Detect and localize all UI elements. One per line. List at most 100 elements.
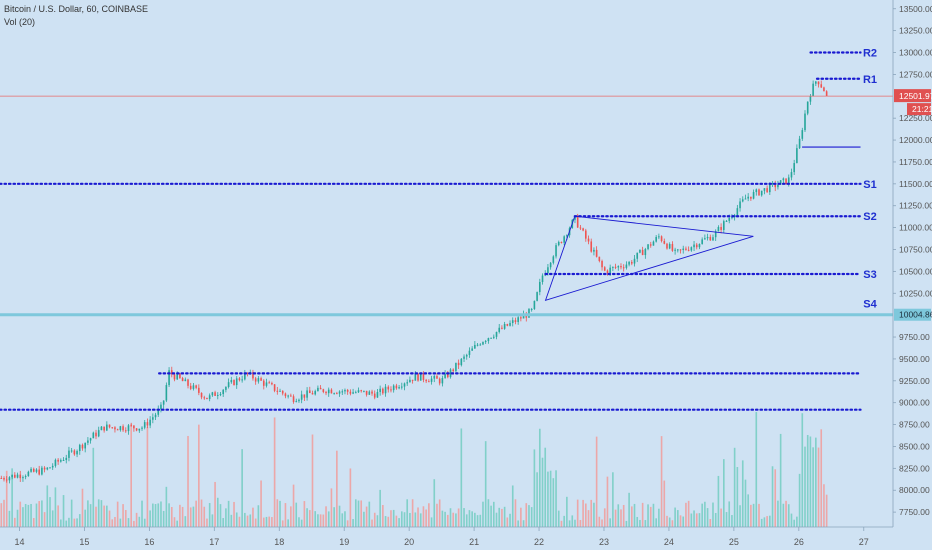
volume-bar bbox=[68, 517, 70, 527]
volume-bar bbox=[149, 510, 151, 527]
volume-bar bbox=[189, 507, 192, 527]
candle-body bbox=[298, 399, 300, 402]
volume-bar bbox=[176, 520, 179, 527]
volume-bar bbox=[249, 514, 252, 527]
candle-body bbox=[170, 370, 173, 375]
volume-bar bbox=[582, 499, 584, 527]
volume-bar bbox=[679, 515, 682, 527]
volume-bar bbox=[501, 508, 503, 527]
volume-bar bbox=[506, 517, 509, 527]
price-tick-label: 13500.00 bbox=[899, 4, 932, 14]
time-tick-label: 17 bbox=[209, 537, 219, 547]
volume-bar bbox=[200, 499, 203, 527]
time-tick-label: 27 bbox=[859, 537, 869, 547]
volume-bar bbox=[141, 500, 143, 527]
volume-bar bbox=[284, 503, 287, 527]
volume-bar bbox=[804, 446, 806, 527]
volume-bar bbox=[693, 510, 695, 527]
volume-bar bbox=[603, 508, 606, 527]
candle-body bbox=[214, 392, 216, 396]
candle-body bbox=[143, 422, 146, 428]
candle-body bbox=[252, 372, 254, 379]
volume-bar bbox=[208, 503, 211, 527]
candle-body bbox=[671, 244, 674, 251]
volume-bar bbox=[433, 479, 436, 527]
volume-bar bbox=[108, 510, 111, 527]
volume-bar bbox=[522, 520, 525, 527]
candle-body bbox=[165, 385, 168, 401]
candle-body bbox=[541, 275, 544, 282]
candle-body bbox=[530, 309, 533, 311]
candle-body bbox=[685, 248, 687, 250]
volume-bar bbox=[287, 519, 289, 527]
volume-bar bbox=[165, 486, 168, 527]
volume-bar bbox=[338, 505, 341, 527]
volume-bar bbox=[560, 520, 563, 527]
candle-body bbox=[54, 459, 57, 466]
volume-bar bbox=[257, 505, 260, 527]
candle-body bbox=[354, 392, 357, 394]
candle-body bbox=[273, 384, 276, 391]
candle-body bbox=[284, 393, 287, 397]
volume-bar bbox=[203, 506, 206, 527]
candle-body bbox=[674, 249, 676, 251]
candle-body bbox=[8, 477, 11, 481]
volume-bar bbox=[279, 500, 281, 527]
volume-bar bbox=[179, 504, 181, 527]
volume-bar bbox=[124, 510, 127, 527]
candle-body bbox=[533, 300, 536, 310]
volume-bar bbox=[30, 503, 32, 527]
candle-body bbox=[138, 428, 141, 431]
volume-bar bbox=[398, 518, 400, 527]
candle-body bbox=[68, 450, 70, 458]
candle-body bbox=[403, 383, 406, 387]
volume-bar bbox=[574, 519, 576, 527]
candle-body bbox=[714, 231, 717, 238]
candle-body bbox=[384, 386, 387, 394]
chart-title: Bitcoin / U.S. Dollar, 60, COINBASE bbox=[4, 4, 149, 14]
volume-bar bbox=[566, 496, 568, 527]
price-tick-label: 8500.00 bbox=[899, 441, 930, 451]
volume-bar bbox=[606, 476, 609, 527]
candle-body bbox=[327, 389, 330, 394]
volume-bar bbox=[555, 470, 557, 527]
volume-bar bbox=[16, 509, 19, 527]
candle-body bbox=[149, 419, 151, 426]
candle-body bbox=[782, 178, 785, 181]
candle-body bbox=[27, 471, 30, 477]
volume-bar bbox=[541, 457, 544, 527]
volume-bar bbox=[138, 516, 141, 527]
volume-bar bbox=[65, 520, 68, 527]
volume-bar bbox=[244, 512, 246, 527]
candle-body bbox=[479, 344, 482, 346]
candle-body bbox=[779, 180, 782, 185]
volume-bar bbox=[111, 519, 114, 527]
volume-bar bbox=[758, 503, 760, 527]
candle-body bbox=[474, 344, 476, 349]
candle-body bbox=[97, 430, 100, 437]
volume-bar bbox=[260, 480, 262, 527]
price-tick-label: 8250.00 bbox=[899, 463, 930, 473]
candle-body bbox=[187, 379, 189, 386]
candle-body bbox=[706, 236, 709, 239]
candle-body bbox=[701, 239, 703, 244]
candle-body bbox=[823, 87, 825, 92]
candle-body bbox=[476, 344, 479, 346]
candle-body bbox=[387, 386, 390, 390]
candle-body bbox=[392, 385, 395, 391]
volume-bar bbox=[736, 467, 739, 527]
volume-bar bbox=[371, 519, 373, 527]
candle-body bbox=[373, 393, 376, 398]
volume-bar bbox=[8, 510, 11, 527]
volume-bar bbox=[633, 503, 636, 527]
volume-bar bbox=[363, 511, 365, 527]
candle-body bbox=[154, 414, 157, 418]
candle-body bbox=[419, 373, 422, 381]
volume-bar bbox=[276, 499, 279, 527]
price-tick-label: 12750.00 bbox=[899, 69, 932, 79]
candle-body bbox=[395, 385, 398, 389]
level-label-r2: R2 bbox=[863, 48, 877, 60]
volume-bar bbox=[785, 500, 787, 527]
